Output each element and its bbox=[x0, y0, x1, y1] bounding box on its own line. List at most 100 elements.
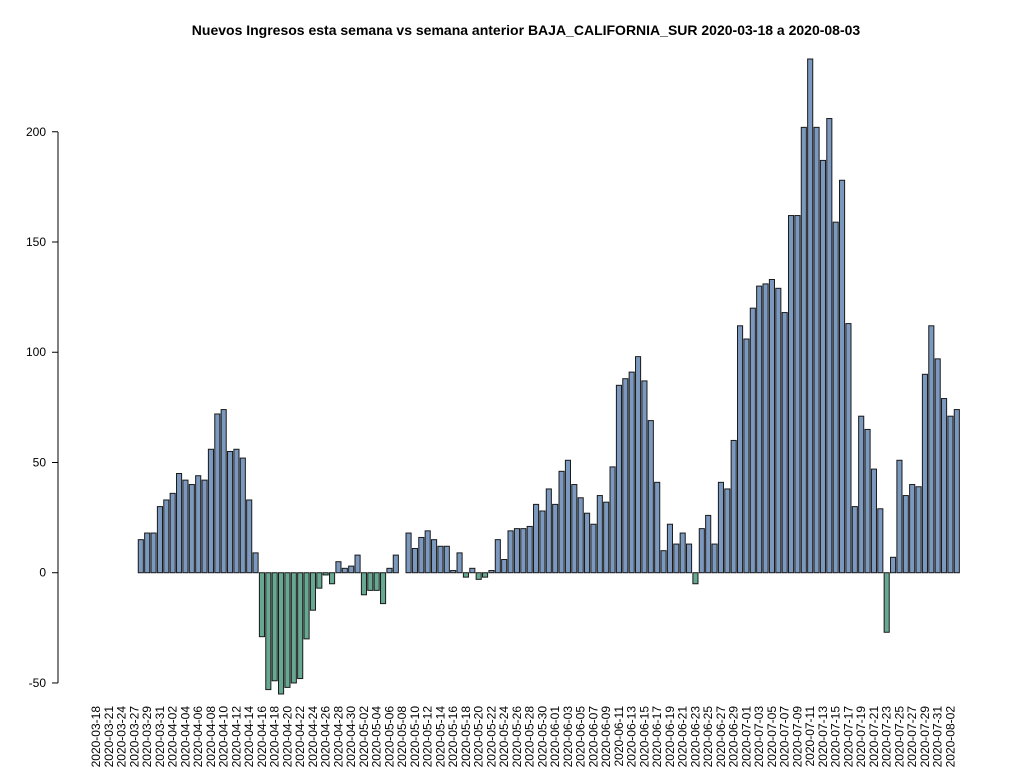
x-tick-label: 2020-04-30 bbox=[344, 706, 358, 768]
bar bbox=[227, 450, 234, 574]
bar bbox=[482, 572, 489, 578]
bar bbox=[271, 572, 278, 682]
bar bbox=[915, 486, 922, 574]
x-tick-label: 2020-07-21 bbox=[867, 706, 881, 768]
bar bbox=[284, 572, 291, 688]
bar bbox=[730, 439, 737, 574]
x-tick-label: 2020-06-17 bbox=[650, 706, 664, 768]
x-tick-label: 2020-05-22 bbox=[484, 706, 498, 768]
bar bbox=[431, 539, 438, 574]
bar bbox=[603, 501, 610, 574]
bar bbox=[373, 572, 380, 591]
x-tick-label: 2020-07-25 bbox=[892, 706, 906, 768]
x-tick-label: 2020-07-05 bbox=[765, 706, 779, 768]
bar bbox=[335, 561, 342, 574]
x-tick-label: 2020-07-27 bbox=[905, 706, 919, 768]
bar bbox=[686, 543, 693, 574]
bar bbox=[768, 278, 775, 574]
bar bbox=[360, 572, 367, 596]
bar bbox=[182, 479, 189, 574]
bar bbox=[176, 473, 183, 574]
x-tick-label: 2020-07-23 bbox=[880, 706, 894, 768]
bar bbox=[584, 512, 591, 574]
bar bbox=[660, 550, 667, 574]
bar bbox=[258, 572, 265, 638]
bar bbox=[233, 448, 240, 574]
x-tick-label: 2020-05-30 bbox=[535, 706, 549, 768]
x-tick-label: 2020-07-11 bbox=[803, 706, 817, 767]
bar bbox=[858, 415, 865, 574]
bar bbox=[647, 420, 654, 574]
x-tick-label: 2020-03-24 bbox=[115, 706, 129, 768]
bar bbox=[156, 506, 163, 574]
x-tick-label: 2020-07-01 bbox=[739, 706, 753, 768]
x-tick-label: 2020-07-07 bbox=[778, 706, 792, 768]
bar bbox=[737, 325, 744, 574]
x-tick-label: 2020-05-16 bbox=[446, 706, 460, 768]
x-tick-label: 2020-04-08 bbox=[204, 706, 218, 768]
bar bbox=[552, 503, 559, 574]
x-tick-label: 2020-07-15 bbox=[829, 706, 843, 768]
bar bbox=[392, 554, 399, 574]
x-tick-label: 2020-08-02 bbox=[943, 706, 957, 768]
bar bbox=[443, 545, 450, 574]
x-tick-label: 2020-04-20 bbox=[280, 706, 294, 768]
x-tick-label: 2020-06-19 bbox=[663, 706, 677, 768]
x-tick-label: 2020-06-11 bbox=[612, 706, 626, 767]
x-tick-label: 2020-05-08 bbox=[395, 706, 409, 768]
bar bbox=[195, 475, 202, 574]
x-tick-label: 2020-06-07 bbox=[586, 706, 600, 768]
x-tick-label: 2020-04-10 bbox=[217, 706, 231, 768]
y-tick-label: 50 bbox=[33, 455, 47, 469]
bar bbox=[909, 484, 916, 574]
bar bbox=[839, 179, 846, 574]
bar bbox=[902, 495, 909, 574]
x-tick-label: 2020-05-06 bbox=[382, 706, 396, 768]
bar bbox=[501, 559, 508, 574]
bar bbox=[456, 552, 463, 574]
bar bbox=[896, 459, 903, 574]
bar bbox=[571, 484, 578, 574]
bar bbox=[698, 528, 705, 574]
y-tick-label: 150 bbox=[26, 235, 46, 249]
bar bbox=[316, 572, 323, 589]
x-tick-label: 2020-04-18 bbox=[268, 706, 282, 768]
x-tick-label: 2020-05-12 bbox=[421, 706, 435, 768]
x-tick-label: 2020-04-12 bbox=[229, 706, 243, 768]
bar bbox=[596, 495, 603, 574]
bar bbox=[207, 448, 214, 574]
x-tick-label: 2020-06-23 bbox=[688, 706, 702, 768]
bar bbox=[354, 554, 361, 574]
bar bbox=[507, 530, 514, 574]
x-tick-label: 2020-05-02 bbox=[357, 706, 371, 768]
x-tick-label: 2020-06-29 bbox=[727, 706, 741, 768]
bar bbox=[775, 287, 782, 574]
x-tick-label: 2020-04-16 bbox=[255, 706, 269, 768]
x-tick-label: 2020-07-19 bbox=[854, 706, 868, 768]
bar bbox=[622, 378, 629, 574]
x-tick-label: 2020-05-28 bbox=[523, 706, 537, 768]
bar bbox=[144, 532, 151, 574]
chart-title: Nuevos Ingresos esta semana vs semana an… bbox=[192, 22, 861, 38]
bar bbox=[539, 510, 546, 574]
bar bbox=[870, 468, 877, 574]
x-tick-label: 2020-07-09 bbox=[790, 706, 804, 768]
bar bbox=[246, 499, 253, 574]
bar bbox=[494, 539, 501, 574]
bar bbox=[278, 572, 285, 695]
bar bbox=[265, 572, 272, 691]
bar bbox=[386, 567, 393, 574]
x-tick-label: 2020-03-27 bbox=[127, 706, 141, 768]
x-tick-label: 2020-03-21 bbox=[102, 706, 116, 768]
x-tick-label: 2020-03-31 bbox=[153, 706, 167, 768]
bar bbox=[513, 528, 520, 574]
bar bbox=[788, 215, 795, 574]
bar bbox=[635, 356, 642, 574]
x-tick-label: 2020-04-02 bbox=[166, 706, 180, 768]
x-tick-label: 2020-03-29 bbox=[140, 706, 154, 768]
bar bbox=[845, 323, 852, 574]
x-tick-label: 2020-05-24 bbox=[497, 706, 511, 768]
bar bbox=[921, 373, 928, 574]
bar bbox=[628, 371, 635, 574]
